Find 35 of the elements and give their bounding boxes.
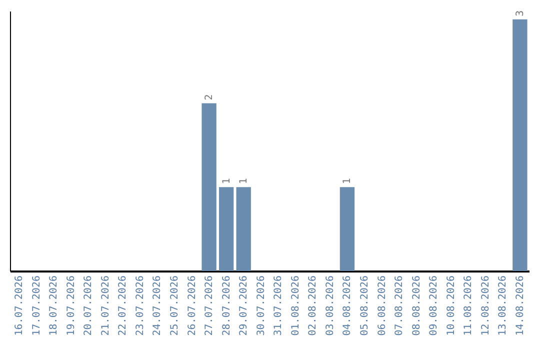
x-tick-label: 03.08.2026 [324, 276, 336, 336]
x-tick-label: 05.08.2026 [359, 276, 370, 336]
x-tick-label: 27.07.2026 [204, 276, 216, 336]
data-label: 1 [221, 178, 232, 184]
x-tick-label: 22.07.2026 [118, 276, 129, 336]
data-label: 1 [342, 178, 354, 184]
x-tick-label: 07.08.2026 [394, 276, 406, 336]
x-tick-label: 09.08.2026 [428, 276, 440, 336]
x-tick-label: 12.08.2026 [480, 276, 492, 336]
x-tick-label: 28.07.2026 [221, 276, 232, 336]
data-label: 1 [238, 178, 250, 184]
x-tick-label: 14.08.2026 [514, 276, 526, 336]
x-tick-label: 20.07.2026 [83, 276, 94, 336]
x-tick-label: 31.07.2026 [273, 276, 284, 336]
x-tick-label: 24.07.2026 [152, 276, 164, 336]
x-tick-label: 06.08.2026 [376, 276, 388, 336]
data-label: 2 [204, 94, 216, 100]
x-tick-label: 16.07.2026 [14, 276, 26, 336]
x-tick-label: 18.07.2026 [48, 276, 60, 336]
x-tick-label: 25.07.2026 [170, 276, 181, 336]
x-tick-label: 21.07.2026 [100, 276, 112, 336]
x-tick-label: 02.08.2026 [308, 276, 319, 336]
x-tick-label: 11.08.2026 [463, 276, 474, 336]
x-tick-label: 17.07.2026 [31, 276, 42, 336]
x-tick-label: 13.08.2026 [498, 276, 509, 336]
x-tick-label: 30.07.2026 [256, 276, 267, 336]
x-tick-label: 04.08.2026 [342, 276, 354, 336]
x-tick-label: 29.07.2026 [238, 276, 250, 336]
x-tick-label: 01.08.2026 [290, 276, 302, 336]
x-tick-label: 08.08.2026 [411, 276, 422, 336]
data-label: 3 [514, 10, 526, 16]
x-tick-label: 19.07.2026 [66, 276, 77, 336]
x-tick-label: 26.07.2026 [186, 276, 198, 336]
x-tick-label: 23.07.2026 [134, 276, 146, 336]
x-tick-label: 10.08.2026 [446, 276, 457, 336]
